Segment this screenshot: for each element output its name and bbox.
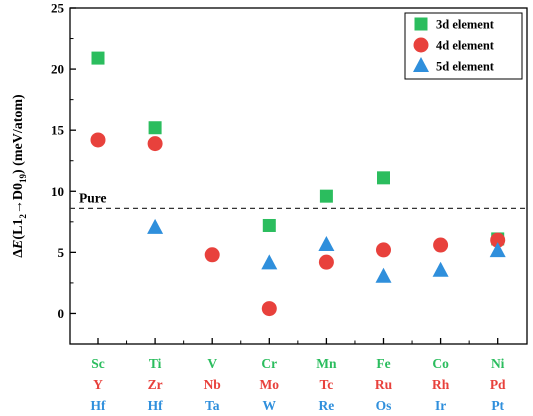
point-circle-2: [204, 247, 220, 263]
y-axis-title-arrow: →: [11, 200, 26, 214]
element-label-d3-6: Co: [432, 356, 449, 371]
element-label-d5-2: Ta: [205, 398, 220, 413]
point-triangle-6: [432, 261, 449, 277]
point-circle-1: [147, 136, 163, 152]
point-triangle-4: [318, 236, 335, 252]
element-label-d5-6: Ir: [435, 398, 446, 413]
element-label-d5-1: Hf: [148, 398, 164, 413]
reference-line: Pure: [70, 190, 527, 209]
point-triangle-5: [375, 267, 392, 283]
point-circle-4: [318, 254, 334, 270]
legend-label-1: 4d element: [436, 39, 495, 53]
data-marks: [90, 51, 506, 317]
y-tick-label-2: 10: [51, 184, 64, 199]
element-label-d4-2: Nb: [204, 377, 221, 392]
element-label-d5-7: Pt: [491, 398, 504, 413]
element-label-d3-5: Fe: [376, 356, 390, 371]
element-label-d4-1: Zr: [148, 377, 163, 392]
point-triangle-3: [261, 254, 278, 270]
point-circle-6: [433, 237, 449, 253]
y-axis-title-mid: D0: [11, 183, 26, 200]
point-square-0: [91, 51, 105, 65]
element-label-d5-4: Re: [319, 398, 335, 413]
element-label-d3-3: Cr: [261, 356, 277, 371]
element-label-d4-6: Rh: [432, 377, 450, 392]
y-tick-label-5: 25: [51, 1, 65, 16]
y-tick-label-4: 20: [51, 62, 64, 77]
point-circle-5: [376, 242, 391, 258]
point-square-4: [319, 189, 333, 203]
legend-marker-2: [413, 57, 429, 72]
y-axis-title-close: ): [11, 169, 26, 174]
element-label-d4-0: Y: [93, 377, 103, 392]
plot-frame: [69, 7, 528, 345]
y-axis-title-sub2: 19: [18, 173, 28, 183]
element-label-d3-1: Ti: [149, 356, 162, 371]
element-label-d4-5: Ru: [375, 377, 393, 392]
point-circle-7: [490, 232, 506, 248]
pure-label: Pure: [79, 190, 107, 205]
y-axis-title-sub1: 2: [18, 214, 28, 219]
point-square-3: [262, 218, 276, 232]
legend-marker-0: [414, 17, 428, 31]
element-labels: Sc Y Hf Ti Zr Hf V Nb Ta Cr Mo W Mn Tc Re Fe Ru Os Co Rh Ir N…: [91, 356, 507, 413]
y-axis-title-energy: E: [11, 240, 26, 250]
element-label-d5-3: W: [263, 398, 277, 413]
y-axis-title-units: (meV/atom): [11, 94, 26, 169]
y-axis-title-prefix: Δ: [11, 249, 26, 258]
legend-marker-1: [413, 37, 429, 53]
element-label-d3-0: Sc: [91, 356, 105, 371]
element-label-d5-0: Hf: [91, 398, 107, 413]
point-triangle-7: [489, 242, 506, 258]
y-axis-title: ΔE(L12→D019) (meV/atom): [11, 94, 28, 258]
element-label-d3-2: V: [207, 356, 217, 371]
element-label-d5-5: Os: [376, 398, 392, 413]
point-circle-3: [261, 301, 277, 317]
y-axis-title-open: (L1: [11, 219, 26, 240]
y-axis: 0 5 10 15 20 25: [51, 1, 76, 345]
point-square-1: [148, 121, 162, 135]
legend: 3d element 4d element 5d element: [404, 12, 523, 80]
y-tick-label-1: 5: [58, 245, 65, 260]
y-tick-label-3: 15: [51, 123, 65, 138]
point-circle-0: [90, 132, 106, 148]
element-label-d3-4: Mn: [316, 356, 337, 371]
legend-label-0: 3d element: [436, 18, 495, 32]
point-square-5: [377, 171, 390, 185]
legend-label-2: 5d element: [436, 60, 495, 74]
point-triangle-1: [147, 218, 164, 234]
element-label-d4-4: Tc: [320, 377, 334, 392]
y-tick-label-0: 0: [58, 306, 65, 321]
element-label-d4-7: Pd: [490, 377, 506, 392]
element-label-d4-3: Mo: [260, 377, 280, 392]
element-label-d3-7: Ni: [491, 356, 505, 371]
x-axis: [97, 338, 499, 344]
